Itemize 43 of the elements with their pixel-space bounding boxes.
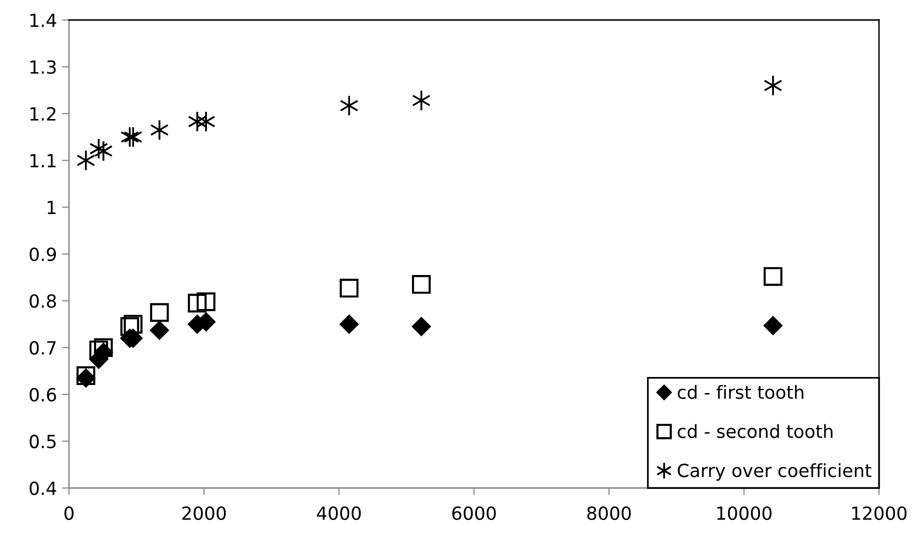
- y-tick-label: 1.2: [30, 107, 56, 120]
- y-tick-label: 1.1: [30, 154, 56, 168]
- x-tick-label: 8000: [587, 506, 631, 520]
- point: [94, 140, 113, 162]
- y-tick-label: 0.7: [30, 341, 56, 355]
- x-tick-label: 4000: [316, 506, 361, 520]
- point: [764, 74, 782, 96]
- x-tick-label: 2000: [182, 506, 226, 520]
- y-tick-label: 0.9: [30, 247, 56, 262]
- x-tick-label: 12000: [852, 506, 907, 520]
- y-tick-label: 0.5: [30, 434, 56, 448]
- x-tick-label: 10000: [717, 506, 772, 520]
- point: [340, 278, 359, 298]
- point: [76, 150, 96, 172]
- point: [412, 275, 431, 294]
- point: [89, 340, 108, 360]
- legend-label: cd - second tooth: [678, 424, 832, 438]
- y-tick-label: 0.6: [30, 388, 56, 402]
- point: [764, 267, 782, 286]
- legend-label: cd - first tooth: [678, 385, 804, 399]
- point: [763, 316, 783, 336]
- y-tick-label: 1.4: [30, 14, 56, 27]
- point: [340, 314, 359, 334]
- legend-label: Carry over coefficient: [678, 463, 872, 481]
- point: [412, 90, 431, 112]
- x-tick-label: 0: [64, 506, 74, 520]
- point: [150, 303, 169, 322]
- y-tick-label: 1: [48, 200, 56, 214]
- point: [412, 317, 431, 336]
- point: [196, 292, 216, 312]
- point: [150, 320, 169, 340]
- point: [120, 317, 140, 336]
- y-tick-label: 1.3: [30, 60, 56, 74]
- y-tick-label: 0.8: [30, 294, 56, 308]
- point: [340, 95, 358, 116]
- x-tick-label: 6000: [452, 506, 496, 520]
- y-tick-label: 0.4: [30, 481, 56, 496]
- point: [124, 126, 142, 148]
- point: [150, 119, 169, 141]
- point: [94, 338, 113, 357]
- point: [188, 294, 207, 313]
- point: [196, 110, 216, 132]
- point: [124, 314, 143, 334]
